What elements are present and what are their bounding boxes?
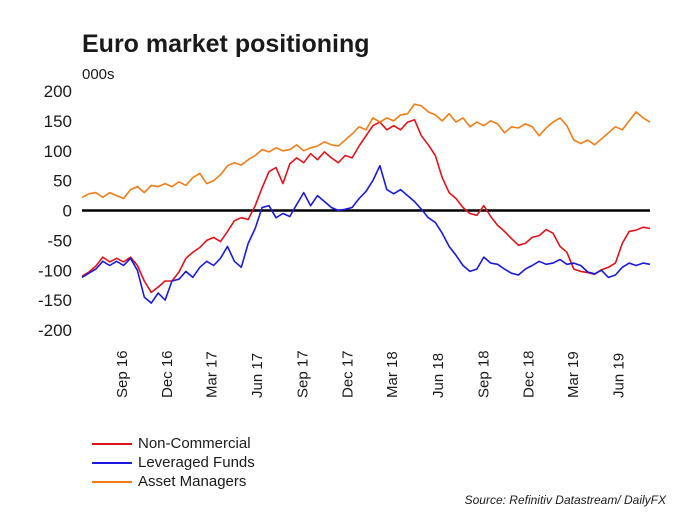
y-tick-label: -50 bbox=[47, 231, 72, 250]
x-axis: Sep 16 Dec 16 Mar 17 Jun 17 Sep 17 Dec 17 Mar … bbox=[114, 350, 627, 398]
y-tick-label: 50 bbox=[53, 172, 72, 191]
x-tick-label: Dec 17 bbox=[340, 350, 357, 398]
y-tick-label: -150 bbox=[38, 291, 72, 310]
series-line-leveraged-funds bbox=[81, 164, 651, 304]
legend-item-asset-managers: Asset Managers bbox=[92, 472, 255, 491]
y-tick-label: -200 bbox=[38, 321, 72, 340]
legend-swatch-leveraged-funds bbox=[92, 461, 132, 464]
y-tick-label: 100 bbox=[44, 142, 72, 161]
y-tick-label: 0 bbox=[63, 202, 72, 221]
x-tick-label: Sep 17 bbox=[295, 350, 312, 398]
y-tick-label: 150 bbox=[44, 112, 72, 131]
y-tick-label: 200 bbox=[44, 82, 72, 101]
x-tick-label: Jun 17 bbox=[249, 353, 266, 398]
x-tick-label: Jun 18 bbox=[430, 353, 447, 398]
series-line-asset-managers bbox=[81, 103, 651, 200]
legend-label-asset-managers: Asset Managers bbox=[138, 473, 247, 490]
x-tick-label: Sep 16 bbox=[114, 350, 131, 398]
x-tick-label: Jun 19 bbox=[610, 353, 627, 398]
legend-swatch-non-commercial bbox=[92, 442, 132, 445]
x-tick-label: Mar 18 bbox=[384, 351, 401, 398]
legend-label-leveraged-funds: Leveraged Funds bbox=[138, 454, 255, 471]
x-tick-label: Mar 19 bbox=[565, 351, 582, 398]
x-tick-label: Dec 16 bbox=[159, 350, 176, 398]
chart-title: Euro market positioning bbox=[82, 30, 370, 58]
y-unit-label: 000s bbox=[82, 66, 115, 83]
legend-item-leveraged-funds: Leveraged Funds bbox=[92, 453, 255, 472]
x-tick-label: Dec 18 bbox=[520, 350, 537, 398]
y-axis: 200 150 100 50 0 -50 -100 -150 -200 bbox=[38, 82, 72, 340]
legend-item-non-commercial: Non-Commercial bbox=[92, 434, 255, 453]
legend: Non-Commercial Leveraged Funds Asset Man… bbox=[92, 434, 255, 491]
legend-swatch-asset-managers bbox=[92, 480, 132, 483]
y-tick-label: -100 bbox=[38, 261, 72, 280]
x-tick-label: Sep 18 bbox=[475, 350, 492, 398]
legend-label-non-commercial: Non-Commercial bbox=[138, 435, 251, 452]
series-line-non-commercial bbox=[81, 118, 651, 294]
source-note: Source: Refinitiv Datastream/ DailyFX bbox=[464, 493, 666, 507]
series-group bbox=[81, 103, 651, 304]
x-tick-label: Mar 17 bbox=[204, 351, 221, 398]
